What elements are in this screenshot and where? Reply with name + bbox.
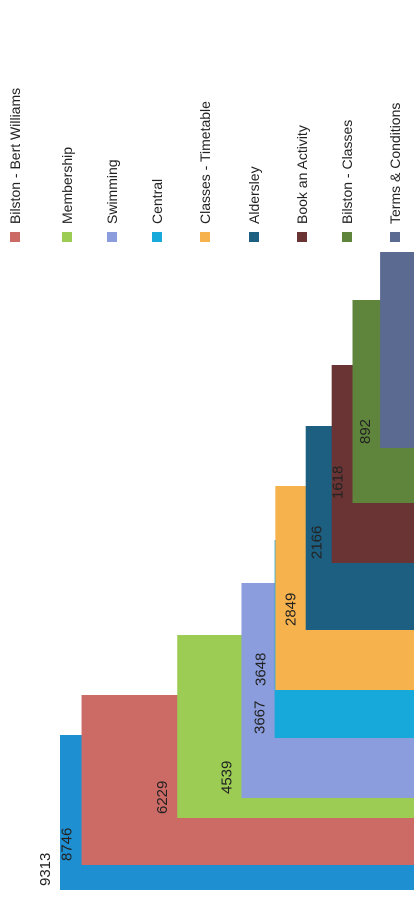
value-label-7: 2166 xyxy=(309,526,326,559)
value-label-1: 8746 xyxy=(59,828,76,861)
legend-swatch-1 xyxy=(10,232,20,242)
bar-9 xyxy=(380,252,414,448)
legend-label-9: Terms & Conditions xyxy=(387,103,403,224)
value-label-0: 9313 xyxy=(37,853,54,886)
legend-label-3: Swimming xyxy=(104,159,120,224)
legend-swatch-4 xyxy=(152,232,162,242)
legend-swatch-6 xyxy=(249,232,259,242)
legend-swatch-2 xyxy=(62,232,72,242)
legend-label-6: Aldersley xyxy=(246,166,262,224)
value-label-4: 3667 xyxy=(252,701,269,734)
value-label-3: 4539 xyxy=(218,761,235,794)
legend-label-8: Bilston - Classes xyxy=(339,120,355,224)
value-label-5: 3648 xyxy=(252,653,269,686)
legend-swatch-7 xyxy=(297,232,307,242)
legend-label-2: Membership xyxy=(59,147,75,224)
value-label-2: 6229 xyxy=(154,781,171,814)
legend-swatch-3 xyxy=(107,232,117,242)
legend-swatch-5 xyxy=(200,232,210,242)
legend-label-7: Book an Activity xyxy=(294,125,310,224)
legend-swatch-8 xyxy=(342,232,352,242)
value-label-9: 892 xyxy=(357,419,374,444)
value-label-6: 2849 xyxy=(283,593,300,626)
value-label-8: 1618 xyxy=(329,466,346,499)
legend-label-1: Bilston - Bert Williams xyxy=(7,88,23,224)
legend-swatch-9 xyxy=(390,232,400,242)
legend-label-5: Classes - Timetable xyxy=(197,101,213,224)
legend-label-4: Central xyxy=(149,179,165,224)
